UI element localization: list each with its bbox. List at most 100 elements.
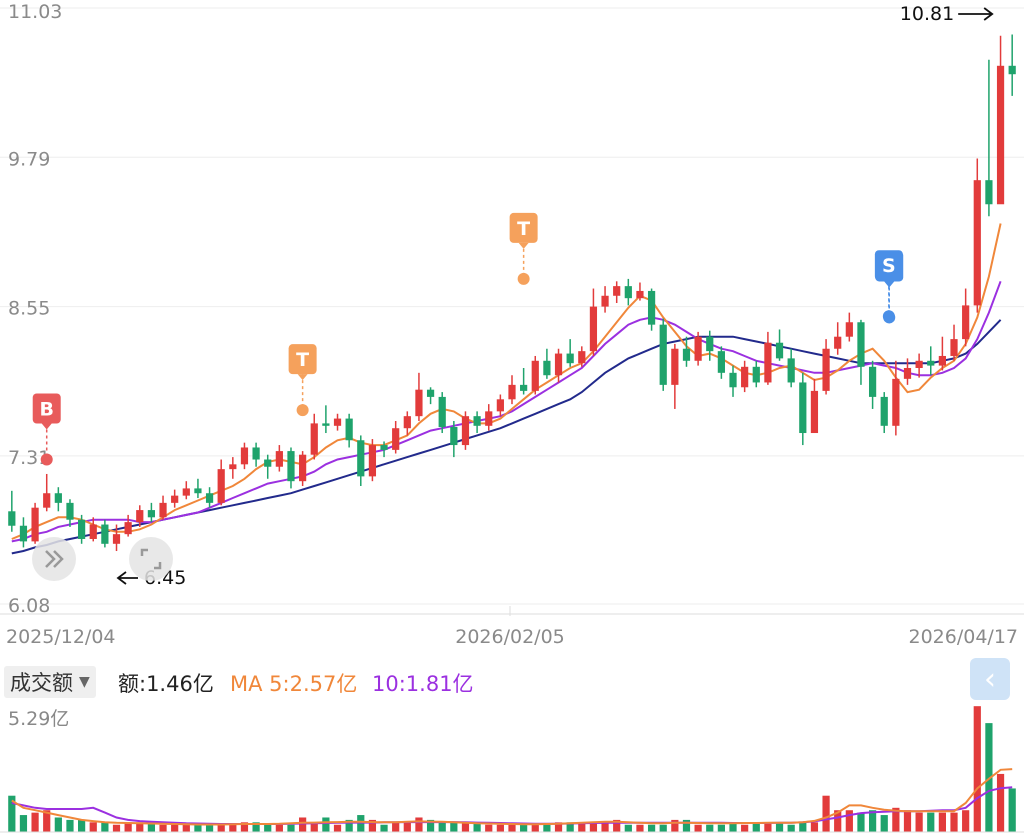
candle (787, 348, 795, 388)
volume-bar (717, 824, 725, 832)
candle (857, 319, 865, 385)
marker-badge (874, 250, 903, 281)
candle-body (962, 305, 970, 340)
candle-body (799, 382, 807, 434)
candle-body (78, 519, 86, 539)
volume-bar (124, 822, 132, 832)
candle-body (903, 368, 912, 379)
candle (566, 339, 574, 367)
candle-body (147, 510, 156, 518)
y-tick-label: 11.03 (8, 1, 62, 23)
candle (659, 318, 667, 391)
high-price-label: 10.81 (900, 3, 954, 25)
volume-dropdown-label: 成交额 (10, 671, 73, 695)
candle (322, 405, 330, 434)
candle-body (310, 423, 318, 455)
candle-body (101, 524, 109, 544)
candle (950, 324, 958, 361)
candle (1008, 34, 1016, 96)
volume-ma5-line (11, 768, 1013, 826)
volume-bar (252, 822, 260, 832)
fullscreen-button[interactable] (129, 537, 173, 581)
volume-bar (496, 824, 504, 832)
volume-bar (694, 824, 702, 832)
marker-letter: S (882, 255, 896, 277)
candle-body (287, 451, 295, 482)
candle-body (392, 428, 400, 450)
candle (706, 330, 714, 361)
volume-ma5-label: MA 5:2.57亿 (230, 672, 358, 696)
volume-bar (834, 810, 842, 832)
candle (624, 278, 632, 306)
candle-body (322, 423, 330, 426)
marker-badge-pointer (41, 423, 52, 430)
marker-letter: T (296, 349, 309, 371)
candle (8, 490, 16, 532)
volume-bar (217, 824, 225, 832)
x-tick-label: 2026/04/17 (908, 626, 1018, 648)
candle-body (450, 427, 458, 446)
candle (822, 339, 830, 395)
volume-bar (892, 807, 900, 832)
volume-bar (613, 819, 621, 832)
candle-body (973, 180, 981, 306)
volume-bar (647, 824, 656, 832)
candle (368, 439, 377, 482)
candle (275, 445, 283, 472)
candle-body (613, 286, 621, 296)
volume-bar (752, 822, 760, 832)
candle-body (485, 411, 493, 426)
candle-body (787, 358, 795, 383)
candle-body (857, 322, 865, 367)
volume-bar (182, 824, 190, 832)
volume-bar (938, 812, 946, 832)
trade-marker-T: T (288, 344, 317, 417)
candle (438, 392, 446, 434)
scroll-back-button[interactable] (32, 537, 76, 581)
candle-body (531, 360, 539, 391)
volume-bar (43, 810, 51, 832)
marker-dot (296, 404, 309, 417)
volume-bar (415, 817, 423, 832)
volume-bar (845, 810, 853, 832)
volume-bar (31, 812, 39, 832)
candle (310, 413, 318, 460)
candle-body (19, 525, 28, 542)
candle (31, 502, 39, 544)
volume-bar (8, 795, 16, 832)
candle-body (136, 510, 144, 523)
candle (19, 517, 28, 548)
volume-bar (682, 819, 691, 832)
candle (89, 517, 97, 542)
candle-body (461, 416, 470, 446)
collapse-panel-button[interactable]: ‹ (970, 658, 1010, 700)
moving-average-lines (11, 223, 1002, 555)
candle (531, 355, 539, 395)
volume-bar (706, 824, 714, 832)
candle-body (694, 336, 702, 361)
candle (892, 360, 900, 436)
candle-body (520, 384, 528, 391)
candle-body (868, 366, 877, 397)
candle-body (240, 447, 249, 465)
volume-bar (624, 824, 632, 832)
candle (264, 454, 272, 479)
marker-badge (288, 344, 317, 375)
candle (450, 420, 458, 458)
candle-body (299, 454, 307, 482)
volume-bar (996, 773, 1005, 832)
volume-bar (729, 822, 737, 832)
volume-bar (299, 817, 307, 832)
candle-body (415, 389, 423, 417)
volume-bar (950, 812, 958, 832)
candle-body (624, 286, 632, 299)
candle (496, 394, 504, 417)
candle-body (915, 360, 923, 369)
volume-bar (799, 822, 807, 832)
candle-body (473, 416, 481, 426)
candle-body (368, 445, 377, 477)
candle-body (229, 464, 237, 470)
volume-bar (508, 824, 516, 832)
volume-indicator-dropdown[interactable]: 成交额 ▼ (4, 666, 96, 698)
